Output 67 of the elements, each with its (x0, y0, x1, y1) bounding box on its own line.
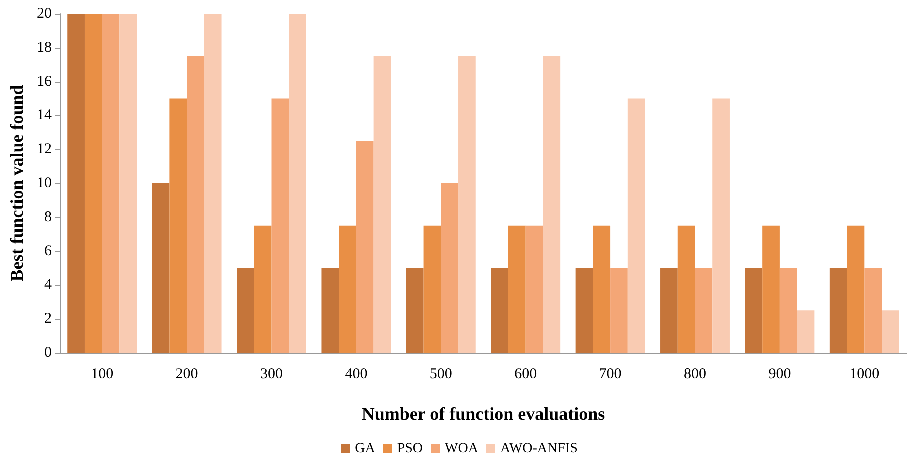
bar (187, 56, 204, 353)
bar (84, 14, 102, 353)
bar (424, 226, 442, 353)
bar (289, 14, 306, 353)
bar (543, 56, 561, 353)
x-tick-label: 300 (260, 366, 283, 382)
bar (152, 184, 170, 353)
y-tick-label: 18 (37, 40, 52, 56)
x-tick-label: 100 (91, 366, 114, 382)
bar (660, 268, 678, 353)
bar (593, 226, 611, 353)
bar (204, 14, 222, 353)
bar (339, 226, 356, 353)
y-tick-label: 12 (37, 142, 52, 158)
bar (254, 226, 272, 353)
x-tick-label: 700 (599, 366, 622, 382)
legend-label: GA (355, 442, 376, 456)
y-axis-title: Best function value found (7, 85, 27, 282)
bar (712, 98, 730, 353)
legend-label: WOA (445, 442, 480, 456)
bar (237, 268, 254, 353)
y-tick-label: 4 (44, 277, 52, 294)
x-tick-label: 900 (768, 366, 792, 382)
bar (745, 268, 763, 353)
bar (508, 226, 526, 353)
bar (628, 98, 646, 353)
bar (491, 268, 508, 353)
y-tick-label: 8 (44, 209, 52, 226)
x-tick-label: 1000 (850, 366, 880, 382)
bar (762, 226, 780, 353)
x-tick-label: 200 (176, 366, 198, 382)
bar (780, 268, 798, 353)
legend-label: AWO-ANFIS (500, 442, 578, 456)
bar (102, 14, 120, 353)
bar (610, 268, 628, 353)
y-tick-label: 20 (37, 6, 52, 22)
bar (830, 268, 848, 353)
x-axis-title: Number of function evaluations (362, 404, 606, 424)
bar (678, 226, 696, 353)
bar (68, 14, 85, 353)
bar (406, 268, 424, 353)
y-tick-label: 16 (37, 74, 52, 90)
bar (458, 56, 476, 353)
bar (374, 56, 392, 353)
bar (797, 310, 815, 353)
x-tick-label: 600 (514, 366, 538, 382)
legend-label: PSO (397, 442, 424, 456)
x-tick-label: 800 (684, 366, 706, 382)
bar (847, 226, 865, 353)
bar (864, 268, 882, 353)
y-tick-label: 10 (37, 176, 52, 192)
bar (322, 268, 340, 353)
bar (576, 268, 594, 353)
bar (882, 310, 900, 353)
bar (526, 226, 544, 353)
bar (695, 268, 713, 353)
bar (356, 141, 374, 353)
y-tick-label: 2 (44, 311, 52, 328)
y-tick-label: 14 (37, 108, 52, 124)
bar (441, 184, 459, 353)
x-tick-label: 400 (345, 366, 368, 382)
bar (170, 98, 188, 353)
bar (272, 98, 290, 353)
y-tick-label: 6 (44, 243, 52, 260)
bar (120, 14, 138, 353)
x-tick-label: 500 (430, 366, 452, 382)
y-tick-label: 0 (44, 345, 52, 361)
